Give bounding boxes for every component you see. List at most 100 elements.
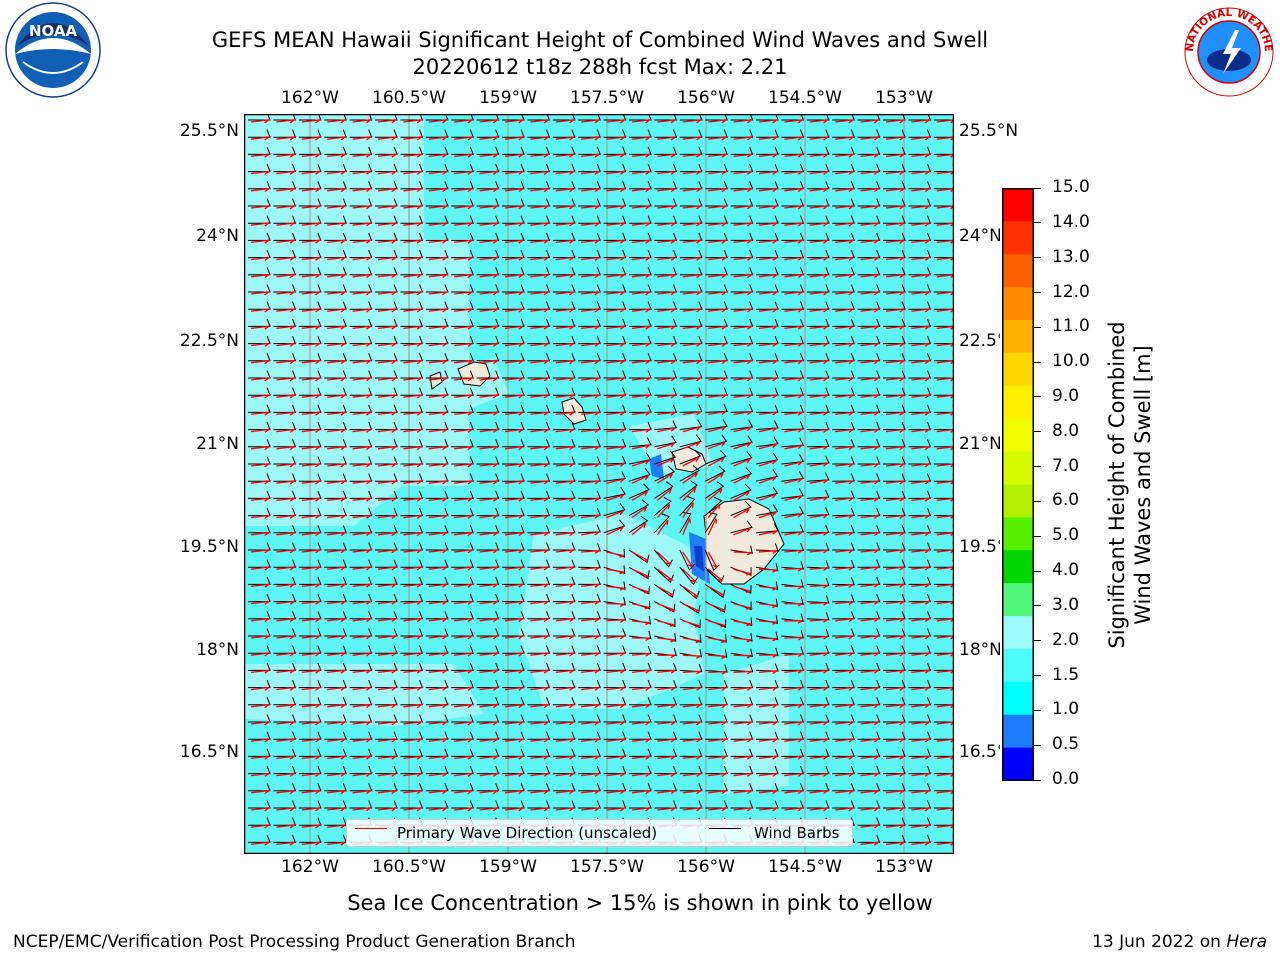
wave-direction-arrow	[606, 222, 627, 227]
wind-barb	[832, 370, 855, 379]
wave-direction-arrow	[657, 256, 678, 261]
wave-direction-arrow	[555, 136, 577, 141]
wave-direction-arrow	[377, 411, 399, 416]
wave-direction-arrow	[682, 603, 700, 613]
wind-barb	[629, 146, 652, 155]
wind-barb	[527, 507, 551, 517]
wind-barb	[451, 284, 474, 293]
wind-barb	[578, 456, 601, 465]
wind-barb	[806, 628, 830, 638]
wind-barb	[705, 664, 728, 673]
wave-direction-arrow	[301, 531, 323, 537]
wave-direction-arrow	[733, 222, 754, 227]
wave-direction-arrow	[377, 118, 399, 124]
wind-barb	[679, 697, 703, 706]
wind-barb	[425, 353, 449, 362]
wind-barb	[324, 404, 347, 413]
wave-direction-arrow	[352, 273, 373, 279]
wind-barb	[375, 249, 398, 259]
colorbar-tick-label: 6.0	[1052, 490, 1080, 511]
wave-direction-arrow	[936, 618, 954, 623]
wave-direction-arrow	[504, 531, 526, 537]
wave-direction-arrow	[606, 394, 627, 399]
wind-barb	[679, 198, 703, 207]
lon-label-top: 157.5°W	[570, 88, 644, 108]
wave-direction-arrow	[631, 459, 650, 467]
wave-direction-arrow	[936, 170, 954, 175]
wave-direction-arrow	[682, 670, 702, 675]
wind-barb	[451, 163, 474, 173]
wave-direction-arrow	[555, 273, 577, 279]
wind-barb	[756, 284, 779, 293]
wind-barb	[324, 146, 347, 155]
wave-direction-arrow	[657, 273, 678, 279]
wind-barb	[502, 318, 525, 327]
wave-direction-arrow	[428, 239, 450, 244]
wind-barb	[908, 576, 932, 585]
wave-direction-arrow	[403, 239, 424, 244]
wave-direction-arrow	[250, 686, 272, 691]
wave-direction-arrow	[454, 514, 475, 519]
wind-barb	[705, 800, 728, 809]
wave-direction-arrow	[250, 376, 272, 382]
wave-direction-arrow	[352, 118, 373, 124]
wind-barb	[527, 404, 551, 413]
wind-barb	[781, 697, 805, 706]
wind-barb	[248, 439, 271, 448]
wave-direction-arrow	[657, 325, 678, 330]
wind-barb	[502, 301, 525, 310]
wave-direction-arrow	[581, 376, 602, 382]
wind-barb	[603, 714, 627, 723]
wave-direction-arrow	[530, 806, 551, 812]
wind-barb	[883, 834, 906, 843]
wave-direction-arrow	[835, 136, 856, 141]
wind-barb	[400, 387, 424, 396]
wind-barb	[806, 765, 830, 775]
wind-barb	[730, 267, 754, 276]
wind-barb	[552, 490, 576, 499]
wind-barb	[248, 507, 271, 517]
wind-barb	[502, 198, 525, 207]
wave-direction-arrow	[885, 669, 907, 674]
wind-barb	[375, 800, 398, 809]
wave-direction-arrow	[835, 720, 856, 726]
wind-barb	[451, 559, 474, 568]
wave-direction-arrow	[530, 669, 551, 674]
wind-barb	[273, 249, 297, 259]
wave-direction-arrow	[276, 480, 297, 485]
wave-direction-arrow	[860, 755, 881, 760]
wave-direction-arrow	[809, 325, 831, 330]
wind-barb	[400, 404, 424, 413]
wave-direction-arrow	[301, 394, 323, 399]
footer-credit: NCEP/EMC/Verification Post Processing Pr…	[13, 932, 576, 952]
lon-label-top: 154.5°W	[768, 88, 842, 108]
wind-barb	[476, 456, 500, 465]
wave-direction-arrow	[479, 738, 500, 743]
wind-barb	[832, 404, 855, 413]
wind-barb	[552, 593, 576, 603]
wind-barb	[273, 404, 297, 413]
wave-direction-arrow	[530, 118, 551, 124]
wave-direction-arrow	[809, 513, 828, 519]
wind-barb	[756, 249, 779, 259]
wave-direction-arrow	[631, 325, 653, 330]
wind-barb	[883, 576, 906, 585]
wave-direction-arrow	[682, 654, 702, 659]
wave-direction-arrow	[276, 376, 297, 382]
wind-barb	[248, 181, 271, 190]
colorbar-tick-mark	[1034, 605, 1041, 607]
wave-direction-arrow	[250, 755, 272, 760]
wave-direction-arrow	[708, 359, 729, 365]
wind-barb	[502, 370, 525, 379]
wind-barb	[400, 215, 424, 224]
wave-direction-arrow	[835, 153, 856, 158]
wave-direction-arrow	[479, 686, 500, 691]
lat-label-left: 22.5°N	[179, 331, 239, 351]
wind-barb	[806, 542, 830, 551]
wave-direction-arrow	[809, 703, 831, 709]
wind-barb	[679, 163, 703, 173]
wave-direction-arrow	[657, 669, 676, 674]
wind-barb	[298, 576, 322, 585]
wave-direction-arrow	[860, 187, 881, 193]
wave-direction-arrow	[631, 568, 652, 578]
